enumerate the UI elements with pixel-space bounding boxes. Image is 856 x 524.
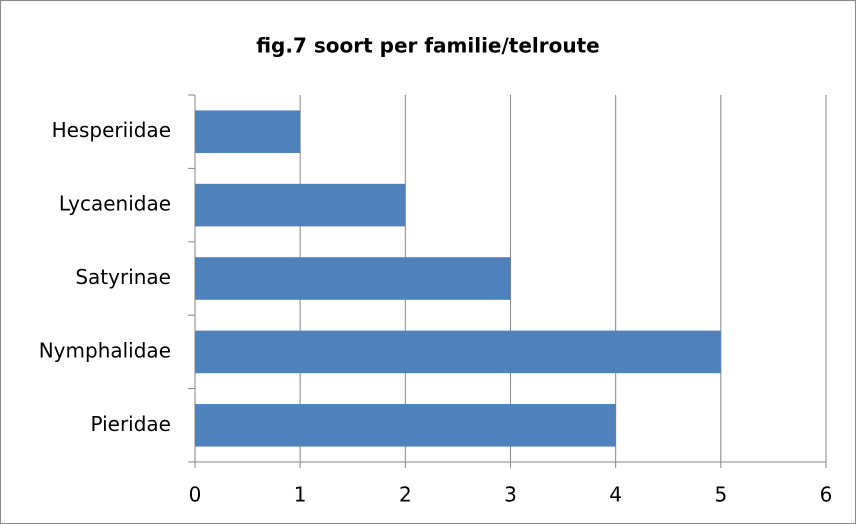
x-tick-label: 3 (504, 483, 517, 507)
y-tick-label: Satyrinae (75, 265, 171, 289)
bar (195, 404, 616, 447)
bar (195, 183, 406, 227)
bar (195, 330, 721, 374)
y-tick-label: Nymphalidae (39, 338, 171, 362)
y-tick-label: Lycaenidae (59, 192, 171, 216)
x-tick-label: 2 (399, 483, 412, 507)
bar (195, 110, 301, 153)
bar (195, 257, 511, 300)
y-tick-label: Pieridae (90, 412, 171, 436)
chart-title: fig.7 soort per familie/telroute (256, 34, 600, 58)
x-tick-label: 0 (189, 483, 202, 507)
x-tick-label: 5 (714, 483, 727, 507)
x-tick-label: 1 (294, 483, 307, 507)
x-tick-label: 6 (820, 483, 833, 507)
y-tick-label: Hesperiidae (52, 118, 171, 142)
x-tick-label: 4 (609, 483, 622, 507)
